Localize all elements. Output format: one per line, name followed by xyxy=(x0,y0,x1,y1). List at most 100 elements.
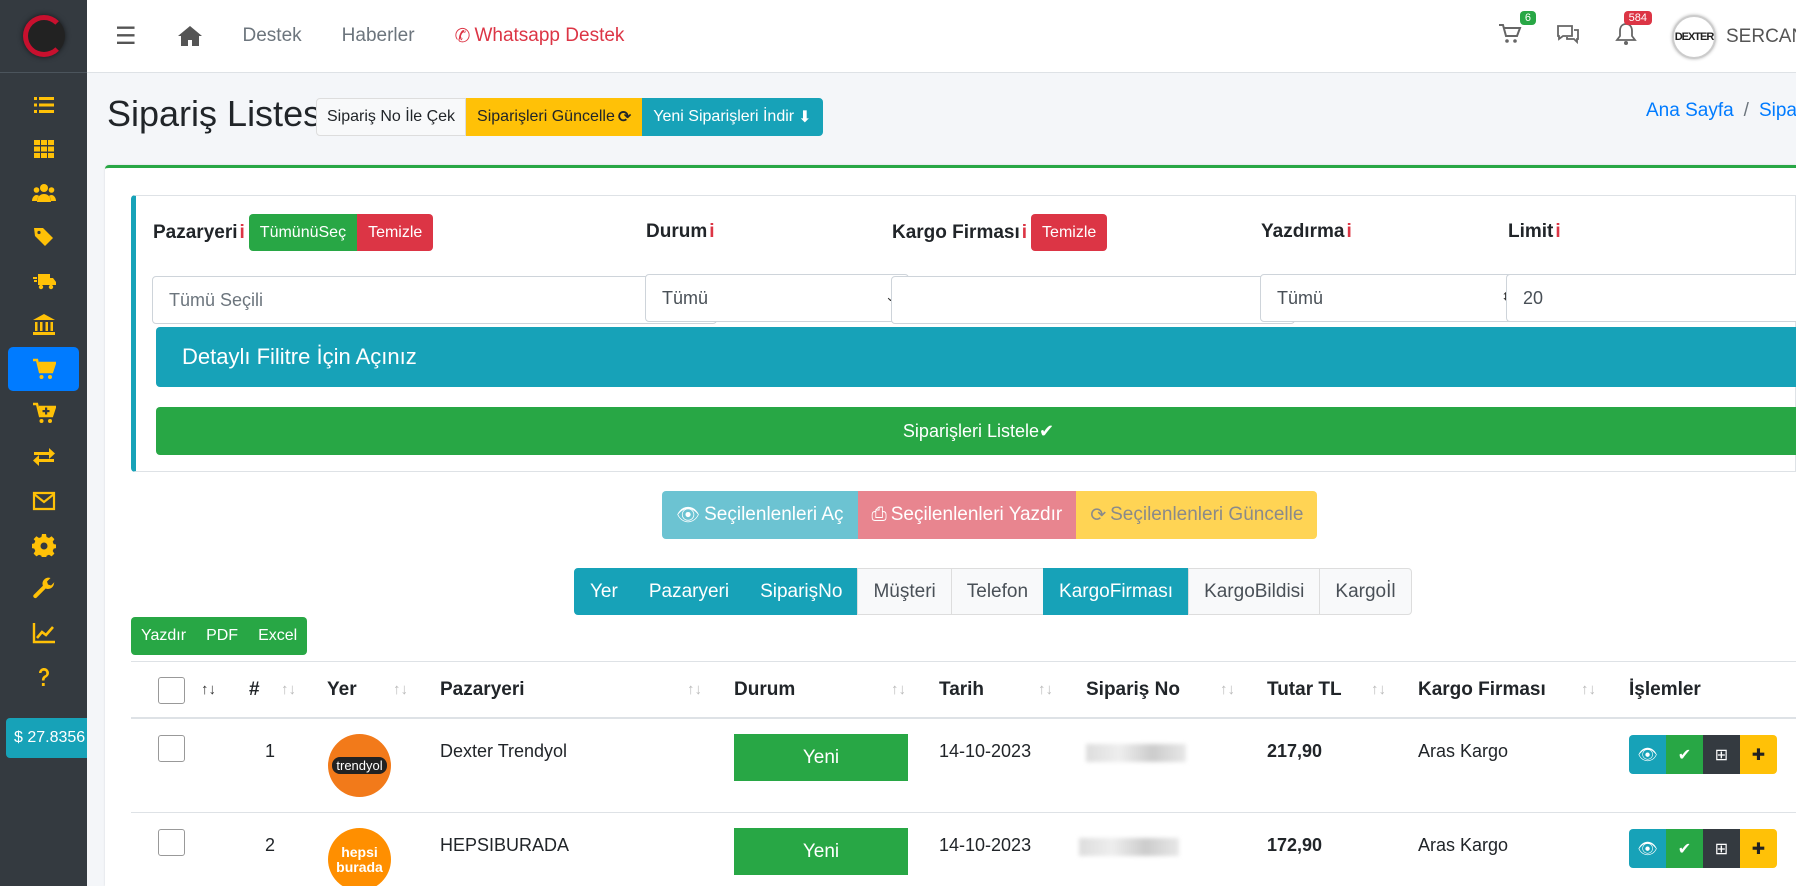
grid-icon xyxy=(33,140,54,158)
open-selected-button[interactable]: 👁 Seçilenlenleri Aç xyxy=(662,491,858,539)
list-orders-button[interactable]: Siparişleri Listele ✔ xyxy=(156,407,1796,455)
yazdirma-select[interactable]: Tümü⬍ xyxy=(1260,274,1525,322)
download-new-orders-button[interactable]: Yeni Siparişleri İndir ⬇ xyxy=(642,98,823,136)
sidebar-item-tags[interactable] xyxy=(8,215,79,259)
nav-notifications[interactable]: 584 xyxy=(1614,11,1652,50)
approve-button[interactable]: ✔ xyxy=(1666,829,1703,868)
sidebar-item-tools[interactable] xyxy=(8,567,79,611)
col-header-yer[interactable]: Yer xyxy=(327,679,357,700)
col-toggle-yer[interactable]: Yer xyxy=(574,568,634,615)
row-kargo: Aras Kargo xyxy=(1418,835,1509,855)
sort-icon[interactable]: ↑↓ xyxy=(1038,681,1053,698)
col-header-kargo[interactable]: Kargo Firması xyxy=(1418,679,1546,700)
expand-button[interactable]: ⊞ xyxy=(1703,735,1740,774)
sort-icon[interactable]: ↑↓ xyxy=(201,681,216,698)
list-icon xyxy=(33,97,54,113)
sidebar-item-list[interactable] xyxy=(8,83,79,127)
row-checkbox[interactable] xyxy=(158,829,185,856)
sidebar-item-grid[interactable] xyxy=(8,127,79,171)
sort-icon[interactable]: ↑↓ xyxy=(1581,681,1596,698)
col-header-num[interactable]: # xyxy=(249,679,260,700)
col-header-tarih[interactable]: Tarih xyxy=(939,679,985,700)
durum-label-text: Durum xyxy=(646,221,708,242)
limit-input[interactable]: 20 xyxy=(1506,274,1796,322)
export-excel-button[interactable]: Excel xyxy=(258,627,298,644)
kargo-input[interactable] xyxy=(891,276,1295,324)
col-header-durum[interactable]: Durum xyxy=(734,679,796,700)
sidebar-item-reports[interactable] xyxy=(8,611,79,655)
yazdirma-filter-label: Yazdırma i xyxy=(1261,221,1352,243)
sidebar-item-help[interactable] xyxy=(8,655,79,699)
sort-icon[interactable]: ↑↓ xyxy=(1371,681,1386,698)
export-print-button[interactable]: Yazdır xyxy=(141,627,187,644)
sidebar-item-users[interactable] xyxy=(8,171,79,215)
hamburger-menu-icon[interactable]: ☰ xyxy=(115,22,137,50)
chevron-down-icon: ⌄ xyxy=(885,289,896,305)
clear-pazaryeri-button[interactable]: Temizle xyxy=(357,214,434,251)
info-icon[interactable]: i xyxy=(1021,221,1028,243)
info-icon[interactable]: i xyxy=(1346,221,1352,242)
col-toggle-siparisno[interactable]: SiparişNo xyxy=(744,568,859,615)
refresh-icon: ⟳ xyxy=(1090,504,1107,526)
export-pdf-button[interactable]: PDF xyxy=(206,627,239,644)
col-toggle-kargofirmasi[interactable]: KargoFirması xyxy=(1043,568,1190,615)
nav-cart[interactable]: 6 xyxy=(1498,11,1536,50)
notification-badge: 584 xyxy=(1623,11,1652,25)
user-name[interactable]: SERCAN xyxy=(1726,25,1796,47)
col-toggle-kargobildisi[interactable]: KargoBildisi xyxy=(1188,568,1321,615)
nav-link-support[interactable]: Destek xyxy=(242,25,302,46)
select-all-checkbox[interactable] xyxy=(158,677,185,704)
nav-messages[interactable] xyxy=(1556,23,1580,50)
col-toggle-kargoil[interactable]: Kargoİl xyxy=(1319,568,1412,615)
col-header-siparis-no[interactable]: Sipariş No xyxy=(1086,679,1180,700)
brand-logo[interactable] xyxy=(0,0,87,73)
durum-select[interactable]: Tümü ⌄ xyxy=(645,274,909,322)
update-orders-button[interactable]: Siparişleri Güncelle ⟳ xyxy=(466,98,643,136)
sidebar-item-mail[interactable] xyxy=(8,479,79,523)
breadcrumb-home[interactable]: Ana Sayfa xyxy=(1646,100,1734,121)
sort-icon[interactable]: ↑↓ xyxy=(891,681,906,698)
detailed-filter-toggle[interactable]: Detaylı Filitre İçin Açınız xyxy=(156,327,1796,387)
clear-kargo-button[interactable]: Temizle xyxy=(1031,214,1108,251)
col-header-pazaryeri[interactable]: Pazaryeri xyxy=(440,679,525,700)
add-button[interactable]: ✚ xyxy=(1740,735,1777,774)
tags-icon xyxy=(33,228,53,246)
col-toggle-pazaryeri[interactable]: Pazaryeri xyxy=(632,568,746,615)
row-checkbox[interactable] xyxy=(158,735,185,762)
approve-button[interactable]: ✔ xyxy=(1666,735,1703,774)
nav-link-news[interactable]: Haberler xyxy=(341,25,415,46)
sidebar-item-transfer[interactable] xyxy=(8,435,79,479)
pazaryeri-label-text: Pazaryeri xyxy=(153,221,238,243)
sidebar-item-orders[interactable] xyxy=(8,347,79,391)
info-icon[interactable]: i xyxy=(239,221,245,243)
print-selected-button[interactable]: ⎙ Seçilenlenleri Yazdır xyxy=(857,491,1077,539)
sidebar-item-settings[interactable] xyxy=(8,523,79,567)
yazdirma-select-value: Tümü xyxy=(1277,287,1324,308)
sidebar-item-new-order[interactable] xyxy=(8,391,79,435)
view-button[interactable]: 👁 xyxy=(1629,829,1666,868)
view-button[interactable]: 👁 xyxy=(1629,735,1666,774)
add-button[interactable]: ✚ xyxy=(1740,829,1777,868)
sidebar-item-bank[interactable] xyxy=(8,303,79,347)
sidebar-item-truck[interactable] xyxy=(8,259,79,303)
sort-icon[interactable]: ↑↓ xyxy=(393,681,408,698)
col-toggle-musteri[interactable]: Müşteri xyxy=(857,568,952,615)
breadcrumb-current[interactable]: Sipariş Listesi xyxy=(1758,100,1796,121)
expand-button[interactable]: ⊞ xyxy=(1703,829,1740,868)
home-link[interactable] xyxy=(177,25,203,47)
info-icon[interactable]: i xyxy=(1555,221,1561,242)
header-button-group: Sipariş No İle Çek Siparişleri Güncelle ⟳… xyxy=(316,98,823,136)
sort-icon[interactable]: ↑↓ xyxy=(1220,681,1235,698)
info-icon[interactable]: i xyxy=(709,221,715,242)
fetch-by-order-no-button[interactable]: Sipariş No İle Çek xyxy=(316,98,467,136)
select-all-button[interactable]: TümünüSeç xyxy=(248,214,358,251)
balance-badge: $ 27.8356 xyxy=(6,718,87,758)
nav-link-whatsapp[interactable]: ✆ Whatsapp Destek xyxy=(455,25,625,48)
col-toggle-telefon[interactable]: Telefon xyxy=(950,568,1045,615)
avatar[interactable]: DEXTER xyxy=(1672,14,1716,59)
pazaryeri-input[interactable]: Tümü Seçili xyxy=(152,276,717,324)
sort-icon[interactable]: ↑↓ xyxy=(281,681,296,698)
update-selected-button[interactable]: ⟳ Seçilenlenleri Güncelle xyxy=(1076,491,1318,539)
sort-icon[interactable]: ↑↓ xyxy=(687,681,702,698)
col-header-tutar[interactable]: Tutar TL xyxy=(1267,679,1342,700)
